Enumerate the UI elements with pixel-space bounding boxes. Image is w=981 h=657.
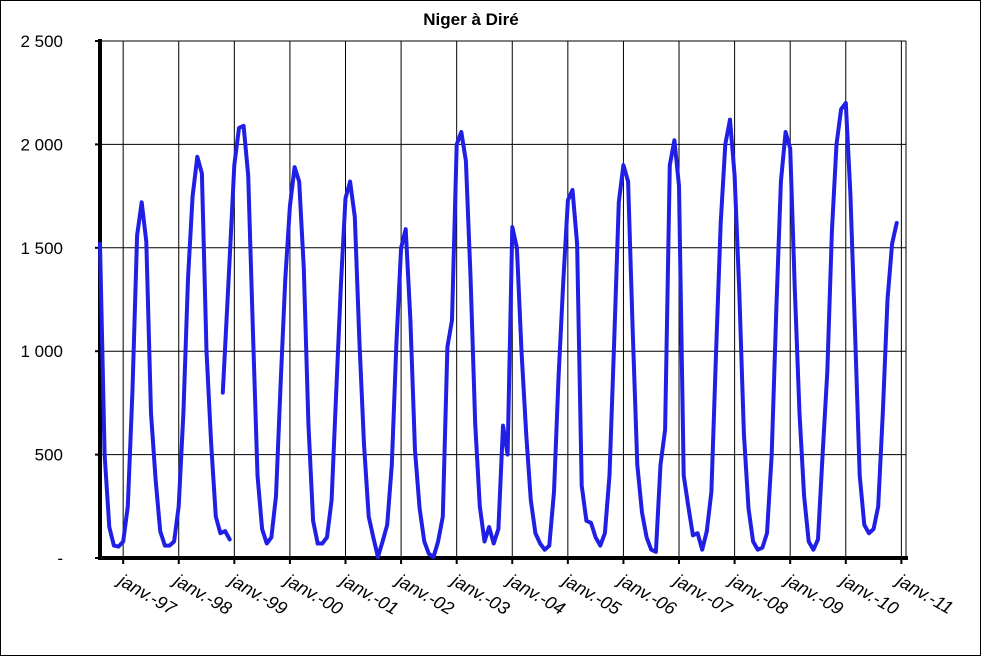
x-tick-label: janv.-06 [613, 569, 681, 620]
series-segment [704, 101, 899, 552]
series-segment [98, 200, 153, 549]
series-segment [315, 179, 380, 559]
x-tick-label: janv.-01 [335, 569, 402, 619]
series-line [98, 101, 899, 559]
x-tick-label: janv.-11 [891, 569, 957, 619]
chart-title: Niger à Diré [423, 10, 518, 29]
x-tick-label: janv.-07 [668, 569, 736, 620]
x-tick-label: janv.-05 [557, 569, 625, 620]
series-segment [375, 227, 436, 559]
y-tick-label: 1 000 [20, 342, 63, 361]
x-tick-label: janv.-97 [113, 569, 181, 620]
y-tick-label: 500 [35, 446, 63, 465]
series-segment [220, 123, 320, 546]
x-tick-label: janv.-09 [780, 569, 847, 619]
series-segment [575, 138, 709, 554]
y-tick-label: - [57, 549, 63, 568]
x-tick-label: janv.-03 [446, 569, 513, 619]
x-tick-label: janv.-10 [835, 569, 902, 619]
x-tick-label: janv.-00 [279, 569, 346, 619]
x-tick-label: janv.-08 [724, 569, 791, 619]
x-tick-label: janv.-04 [502, 569, 569, 619]
gridlines [100, 40, 906, 558]
series-segment [149, 154, 209, 548]
y-tick-labels: - 500 1 000 1 500 2 000 2 500 [20, 32, 63, 568]
x-tick-label: janv.-98 [168, 569, 235, 619]
y-tick-label: 2 000 [20, 135, 63, 154]
series-segment [431, 130, 580, 559]
y-tick-label: 1 500 [20, 239, 63, 258]
series-segment [204, 349, 232, 542]
x-tick-label: janv.-02 [390, 569, 457, 619]
x-tick-labels: janv.-97janv.-98janv.-99janv.-00janv.-01… [113, 569, 957, 620]
x-tick-label: janv.-99 [224, 569, 291, 619]
y-tick-label: 2 500 [20, 32, 63, 51]
